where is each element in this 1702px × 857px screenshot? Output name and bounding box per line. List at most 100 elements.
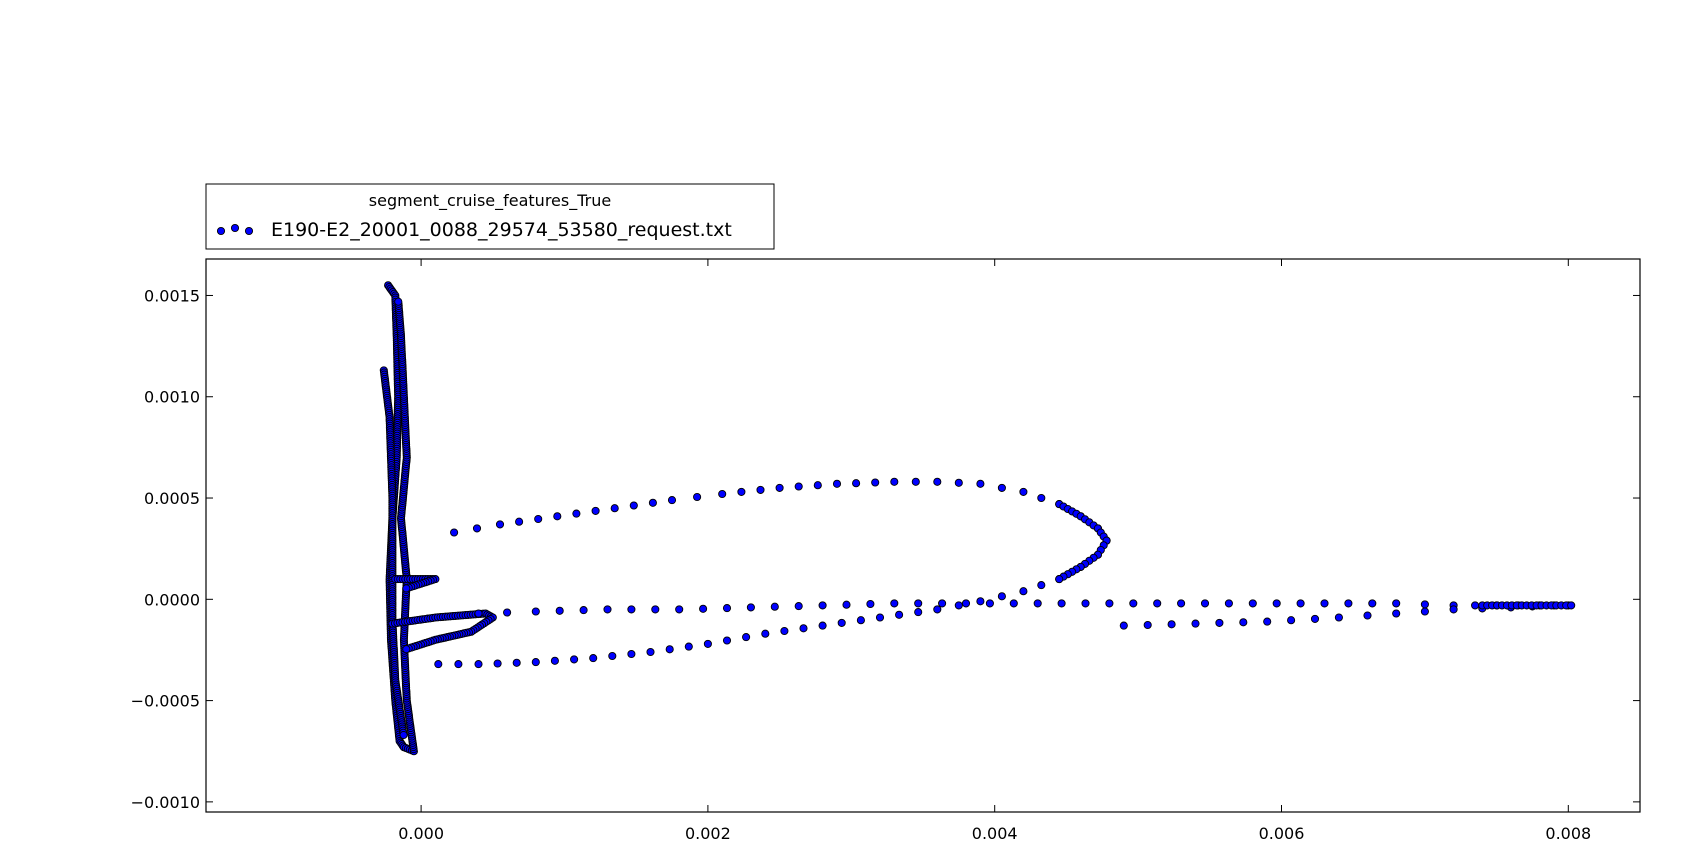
data-point: [718, 489, 727, 499]
data-point: [531, 607, 540, 616]
data-point: [550, 656, 559, 665]
data-point: [703, 639, 712, 648]
data-point: [914, 608, 923, 617]
data-point: [1239, 618, 1248, 627]
data-point: [1019, 587, 1028, 596]
data-point: [1567, 601, 1576, 610]
data-point: [1368, 599, 1377, 608]
data-point: [474, 660, 483, 669]
y-tick-label: 0.0005: [144, 489, 200, 508]
y-tick-label: −0.0010: [131, 793, 200, 812]
data-point: [737, 487, 746, 496]
data-point: [1055, 575, 1064, 584]
legend-title: segment_cruise_features_True: [369, 191, 611, 211]
data-point: [1248, 599, 1257, 608]
data-point: [1471, 601, 1480, 610]
data-point: [474, 609, 483, 618]
data-point: [1263, 617, 1272, 626]
data-point: [911, 477, 920, 486]
data-point: [871, 478, 880, 487]
data-point: [1129, 599, 1138, 608]
y-tick-label: 0.0010: [144, 388, 200, 407]
data-point: [997, 592, 1006, 601]
data-point: [1153, 599, 1162, 608]
y-axis: −0.0010 −0.0005 0.0000 0.0005 0.0010 0.0015: [131, 286, 1640, 812]
data-point: [1363, 611, 1372, 620]
data-point: [818, 621, 827, 630]
data-point: [402, 645, 411, 654]
data-point: [1033, 599, 1042, 608]
data-point: [472, 524, 482, 533]
data-point: [515, 517, 524, 526]
data-point: [503, 608, 512, 617]
data-point: [1334, 613, 1343, 622]
data-point: [572, 509, 581, 518]
data-point: [434, 660, 443, 669]
data-point: [722, 604, 732, 613]
data-point: [1037, 493, 1046, 503]
legend-marker: [216, 226, 226, 236]
data-point: [742, 633, 751, 642]
data-point: [610, 504, 619, 513]
data-point: [997, 483, 1006, 492]
data-point: [866, 599, 875, 609]
data-point: [1287, 616, 1296, 625]
data-point: [954, 478, 963, 487]
data-point: [693, 492, 702, 502]
data-point: [648, 498, 657, 507]
data-point: [761, 629, 770, 638]
data-point: [1392, 599, 1401, 608]
x-tick-label: 0.008: [1545, 824, 1591, 843]
data-point: [675, 605, 684, 614]
data-point: [1272, 599, 1281, 608]
data-point: [780, 626, 789, 636]
data-point: [555, 606, 564, 615]
data-point: [1081, 599, 1090, 608]
data-point: [629, 501, 638, 510]
data-point: [646, 647, 655, 657]
data-point: [856, 616, 865, 625]
data-point: [684, 642, 693, 651]
data-point: [933, 477, 942, 486]
data-point: [1119, 621, 1128, 630]
data-point: [1320, 599, 1329, 608]
x-tick-label: 0.006: [1259, 824, 1305, 843]
data-point: [799, 624, 808, 633]
legend-entry-label: E190-E2_20001_0088_29574_53580_request.t…: [271, 219, 732, 241]
data-point: [495, 520, 505, 529]
y-tick-label: 0.0015: [144, 286, 200, 305]
data-point: [1449, 605, 1458, 614]
data-point: [579, 606, 588, 615]
data-point: [450, 528, 459, 537]
data-point: [603, 605, 612, 614]
data-point: [512, 658, 521, 667]
data-point: [794, 482, 803, 491]
data-point: [402, 584, 411, 593]
plot-frame: [205, 258, 1641, 813]
data-point: [1224, 599, 1233, 608]
data-point: [1177, 599, 1186, 608]
data-point: [961, 599, 971, 608]
data-point: [813, 481, 822, 490]
data-point: [1143, 620, 1152, 630]
data-point: [394, 297, 403, 306]
data-point: [454, 660, 463, 669]
data-point: [493, 659, 502, 668]
data-point: [589, 654, 598, 663]
y-tick-label: 0.0000: [144, 590, 200, 609]
data-point: [890, 599, 899, 608]
legend-marker: [230, 223, 240, 233]
y-tick-label: −0.0005: [131, 692, 200, 711]
data-point: [534, 514, 543, 524]
data-point: [1215, 618, 1224, 627]
data-point: [1167, 620, 1176, 629]
data-point: [895, 610, 904, 619]
data-point: [699, 604, 708, 613]
data-point: [1057, 599, 1066, 608]
data-point: [665, 645, 674, 654]
data-point: [954, 601, 963, 610]
data-point: [608, 651, 617, 661]
legend-frame: [205, 183, 775, 250]
data-point: [746, 603, 755, 612]
data-point: [531, 658, 540, 667]
